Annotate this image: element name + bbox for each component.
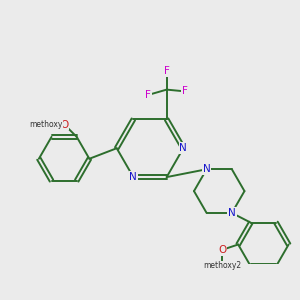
Text: F: F bbox=[182, 86, 188, 96]
Text: O: O bbox=[60, 120, 69, 130]
Text: O: O bbox=[218, 245, 226, 255]
Text: N: N bbox=[130, 172, 137, 182]
Text: F: F bbox=[164, 66, 169, 76]
Text: methoxy2: methoxy2 bbox=[203, 261, 242, 270]
Text: N: N bbox=[228, 208, 236, 218]
Text: F: F bbox=[146, 90, 152, 100]
Text: N: N bbox=[179, 143, 187, 153]
Text: methoxy: methoxy bbox=[30, 120, 63, 129]
Text: N: N bbox=[203, 164, 211, 174]
